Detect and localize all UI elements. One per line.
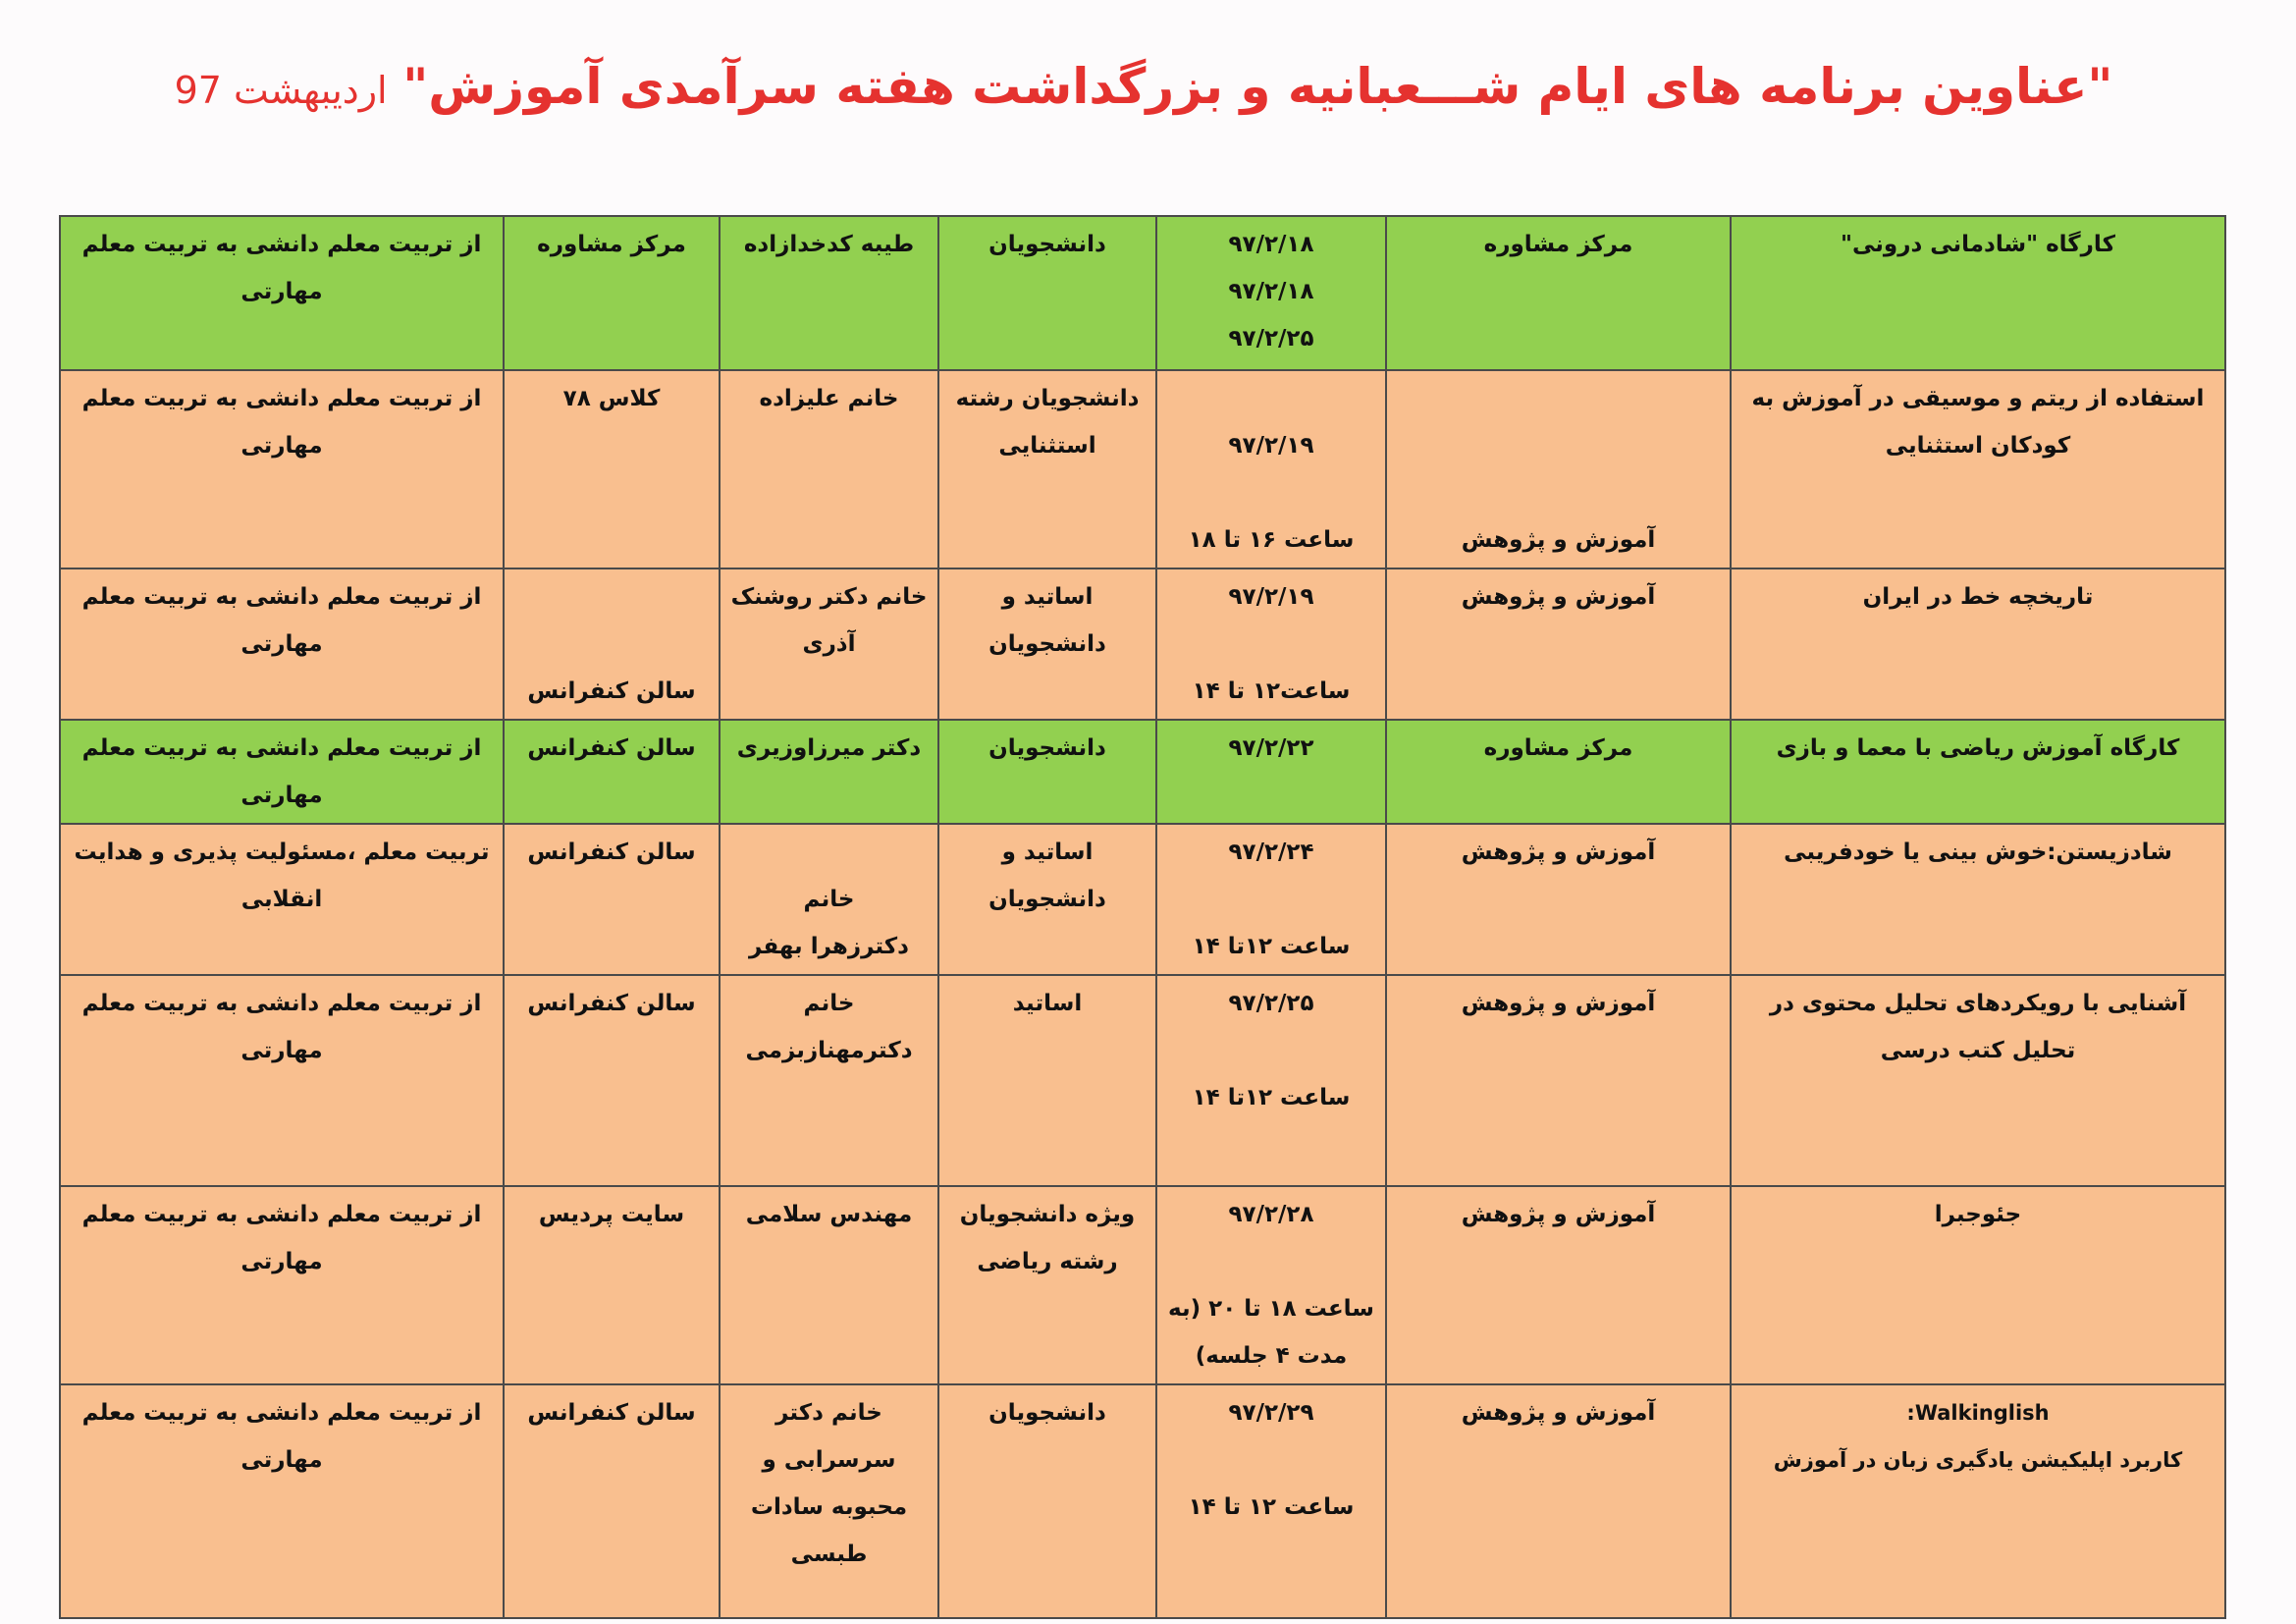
table-row: تاریخچه خط در ایران آموزش و پژوهش ۹۷/۲/۱۹ … (59, 568, 2226, 721)
page-title: "عناوین برنامه های ایام شـــعبانیه و بزر… (98, 58, 2189, 116)
cell-program-title: کارگاه آموزش ریاضی با معما و بازی (1730, 719, 2226, 825)
cell-presenter: خانم دکترمهنازبزمی (719, 974, 939, 1187)
cell-presenter: خانم دکتر روشنک آذری (719, 568, 939, 721)
cell-date-time: ۹۷/۲/۲۲ (1155, 719, 1387, 825)
cell-date-time: ۹۷/۲/۲۸ ساعت ۱۸ تا ۲۰ (به مدت ۴ جلسه) (1155, 1185, 1387, 1385)
cell-venue: مرکز مشاوره (503, 215, 721, 371)
cell-audience: اساتید (937, 974, 1157, 1187)
table-row: کارگاه "شادمانی درونی" مرکز مشاوره ۹۷/۲/۱۸… (59, 215, 2226, 371)
table-row: جئوجبرا آموزش و پژوهش ۹۷/۲/۲۸ ساعت ۱۸ تا ۲… (59, 1185, 2226, 1385)
cell-program-title: شادزیستن:خوش بینی یا خودفریبی (1730, 823, 2226, 976)
cell-presenter: مهندس سلامی (719, 1185, 939, 1385)
cell-venue: سالن کنفرانس (503, 823, 721, 976)
cell-venue: سالن کنفرانس (503, 568, 721, 721)
table-row: استفاده از ریتم و موسیقی در آموزش به کود… (59, 369, 2226, 569)
cell-audience: دانشجویان (937, 1383, 1157, 1619)
cell-presenter: خانم دکتر سرسرابی و محبوبه سادات طبسی (719, 1383, 939, 1619)
cell-presenter: طیبه کدخدازاده (719, 215, 939, 371)
cell-program-title: کارگاه "شادمانی درونی" (1730, 215, 2226, 371)
cell-venue: سالن کنفرانس (503, 719, 721, 825)
cell-theme: از تربیت معلم دانشی به تربیت معلم مهارتی (59, 719, 505, 825)
cell-date-time: ۹۷/۲/۱۹ ساعت۱۲ تا ۱۴ (1155, 568, 1387, 721)
cell-presenter: خانم علیزاده (719, 369, 939, 569)
cell-program-title: جئوجبرا (1730, 1185, 2226, 1385)
cell-audience: دانشجویان (937, 719, 1157, 825)
cell-organizer: مرکز مشاوره (1385, 215, 1732, 371)
cell-theme: تربیت معلم ،مسئولیت پذیری و هدایت انقلاب… (59, 823, 505, 976)
cell-date-time: ۹۷/۲/۲۴ ساعت ۱۲تا ۱۴ (1155, 823, 1387, 976)
cell-audience: اساتید و دانشجویان (937, 568, 1157, 721)
table-row: شادزیستن:خوش بینی یا خودفریبی آموزش و پژو… (59, 823, 2226, 976)
title-date: اردیبهشت 97 (174, 69, 388, 112)
cell-venue: سالن کنفرانس (503, 1383, 721, 1619)
cell-organizer: آموزش و پژوهش (1385, 369, 1732, 569)
cell-venue: سایت پردیس (503, 1185, 721, 1385)
cell-organizer: آموزش و پژوهش (1385, 823, 1732, 976)
cell-program-title: آشنایی با رویکردهای تحلیل محتوی در تحلیل… (1730, 974, 2226, 1187)
cell-date-time: ۹۷/۲/۲۵ ساعت ۱۲تا ۱۴ (1155, 974, 1387, 1187)
cell-organizer: آموزش و پژوهش (1385, 568, 1732, 721)
cell-venue: سالن کنفرانس (503, 974, 721, 1187)
cell-program-title: استفاده از ریتم و موسیقی در آموزش به کود… (1730, 369, 2226, 569)
cell-theme: از تربیت معلم دانشی به تربیت معلم مهارتی (59, 1383, 505, 1619)
cell-theme: از تربیت معلم دانشی به تربیت معلم مهارتی (59, 974, 505, 1187)
cell-theme: از تربیت معلم دانشی به تربیت معلم مهارتی (59, 369, 505, 569)
cell-presenter: خانم دکترزهرا بهفر (719, 823, 939, 976)
program-table-body: کارگاه "شادمانی درونی" مرکز مشاوره ۹۷/۲/۱۸… (59, 215, 2226, 1619)
cell-organizer: مرکز مشاوره (1385, 719, 1732, 825)
cell-theme: از تربیت معلم دانشی به تربیت معلم مهارتی (59, 568, 505, 721)
cell-date-time: ۹۷/۲/۱۸ ۹۷/۲/۱۸ ۹۷/۲/۲۵ (1155, 215, 1387, 371)
cell-presenter: دکتر میرزاوزیری (719, 719, 939, 825)
cell-audience: دانشجویان رشته استثنایی (937, 369, 1157, 569)
cell-program-title: Walkinglish: کاربرد اپلیکیشن یادگیری زبا… (1730, 1383, 2226, 1619)
cell-organizer: آموزش و پژوهش (1385, 974, 1732, 1187)
cell-audience: اساتید و دانشجویان (937, 823, 1157, 976)
cell-audience: ویژه دانشجویان رشته ریاضی (937, 1185, 1157, 1385)
cell-theme: از تربیت معلم دانشی به تربیت معلم مهارتی (59, 1185, 505, 1385)
title-main: "عناوین برنامه های ایام شـــعبانیه و بزر… (402, 58, 2113, 115)
cell-audience: دانشجویان (937, 215, 1157, 371)
table-row: کارگاه آموزش ریاضی با معما و بازی مرکز مش… (59, 719, 2226, 825)
cell-organizer: آموزش و پژوهش (1385, 1185, 1732, 1385)
table-row: Walkinglish: کاربرد اپلیکیشن یادگیری زبا… (59, 1383, 2226, 1619)
cell-date-time: ۹۷/۲/۲۹ ساعت ۱۲ تا ۱۴ (1155, 1383, 1387, 1619)
table-row: آشنایی با رویکردهای تحلیل محتوی در تحلیل… (59, 974, 2226, 1187)
cell-organizer: آموزش و پژوهش (1385, 1383, 1732, 1619)
program-table: کارگاه "شادمانی درونی" مرکز مشاوره ۹۷/۲/۱۸… (59, 215, 2226, 1619)
cell-program-title: تاریخچه خط در ایران (1730, 568, 2226, 721)
cell-theme: از تربیت معلم دانشی به تربیت معلم مهارتی (59, 215, 505, 371)
cell-date-time: ۹۷/۲/۱۹ ساعت ۱۶ تا ۱۸ (1155, 369, 1387, 569)
cell-venue: کلاس ۷۸ (503, 369, 721, 569)
